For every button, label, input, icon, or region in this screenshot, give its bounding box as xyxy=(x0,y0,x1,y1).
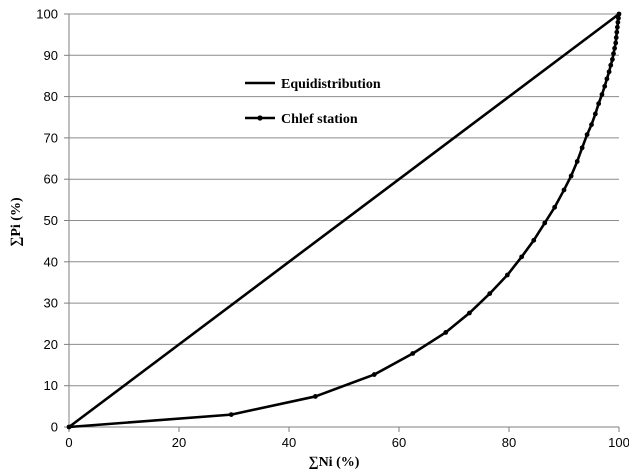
point-chlef-station-16 xyxy=(579,145,585,151)
point-chlef-station-27 xyxy=(611,51,616,57)
point-chlef-station-0 xyxy=(66,424,72,430)
x-axis-title: ∑Ni (%) xyxy=(309,455,360,470)
point-chlef-station-14 xyxy=(568,173,574,179)
axes xyxy=(64,13,620,432)
point-chlef-station-30 xyxy=(613,35,619,40)
point-chlef-station-32 xyxy=(614,24,620,30)
point-chlef-station-29 xyxy=(613,40,619,46)
y-tick-label-70: 70 xyxy=(44,130,58,145)
y-tick-label-10: 10 xyxy=(44,378,58,393)
y-axis-title: ∑Pi (%) xyxy=(9,197,24,247)
point-chlef-station-10 xyxy=(531,237,537,243)
point-chlef-station-11 xyxy=(542,220,548,226)
y-tick-label-100: 100 xyxy=(36,7,58,22)
y-tick-label-60: 60 xyxy=(44,172,58,187)
point-chlef-station-26 xyxy=(610,57,615,62)
point-chlef-station-25 xyxy=(608,62,614,68)
point-chlef-station-31 xyxy=(614,29,620,35)
x-tick-label-0: 0 xyxy=(65,435,72,450)
gridlines xyxy=(69,13,619,387)
point-chlef-station-8 xyxy=(504,272,510,278)
point-chlef-station-18 xyxy=(589,122,594,128)
point-chlef-station-3 xyxy=(371,372,377,377)
point-chlef-station-15 xyxy=(574,159,580,164)
point-chlef-station-17 xyxy=(584,132,590,137)
y-tick-label-90: 90 xyxy=(44,48,58,63)
series-line-equidistribution xyxy=(68,12,620,429)
point-chlef-station-4 xyxy=(410,351,416,356)
point-chlef-station-7 xyxy=(487,291,493,297)
point-chlef-station-19 xyxy=(592,111,598,117)
point-chlef-station-13 xyxy=(561,187,567,193)
point-chlef-station-22 xyxy=(602,83,608,89)
x-tick-label-40: 40 xyxy=(282,435,296,450)
legend-label-chlef-station: Chlef station xyxy=(281,112,358,127)
y-tick-label-80: 80 xyxy=(44,89,58,104)
plot-series xyxy=(66,11,622,430)
x-tick-label-80: 80 xyxy=(502,435,516,450)
x-tick-label-20: 20 xyxy=(172,435,186,450)
y-tick-label-0: 0 xyxy=(51,420,58,435)
point-chlef-station-23 xyxy=(604,76,610,82)
point-chlef-station-34 xyxy=(616,15,621,21)
point-chlef-station-6 xyxy=(467,310,472,316)
point-chlef-station-9 xyxy=(519,254,525,260)
point-chlef-station-2 xyxy=(313,394,318,399)
point-chlef-station-12 xyxy=(552,204,558,210)
x-tick-label-60: 60 xyxy=(392,435,406,450)
legend-marker-chlef-station xyxy=(257,115,263,121)
point-chlef-station-5 xyxy=(443,330,449,335)
y-tick-label-50: 50 xyxy=(44,213,58,228)
point-chlef-station-20 xyxy=(596,101,602,107)
point-chlef-station-33 xyxy=(615,19,621,25)
point-chlef-station-35 xyxy=(616,11,622,17)
tick-labels: 0 10 20 30 40 50 60 70 80 90 100 0 20 40 60 80 100 xyxy=(36,7,629,451)
legend-label-equidistribution: Equidistribution xyxy=(281,77,381,92)
legend: Equidistribution Chlef station xyxy=(245,77,381,127)
y-tick-label-20: 20 xyxy=(44,337,58,352)
x-tick-label-100: 100 xyxy=(608,435,629,450)
point-chlef-station-1 xyxy=(228,412,234,418)
point-chlef-station-24 xyxy=(606,69,612,75)
y-tick-label-40: 40 xyxy=(44,254,58,269)
point-chlef-station-28 xyxy=(612,45,617,51)
y-tick-label-30: 30 xyxy=(44,296,58,311)
point-chlef-station-21 xyxy=(599,92,605,97)
